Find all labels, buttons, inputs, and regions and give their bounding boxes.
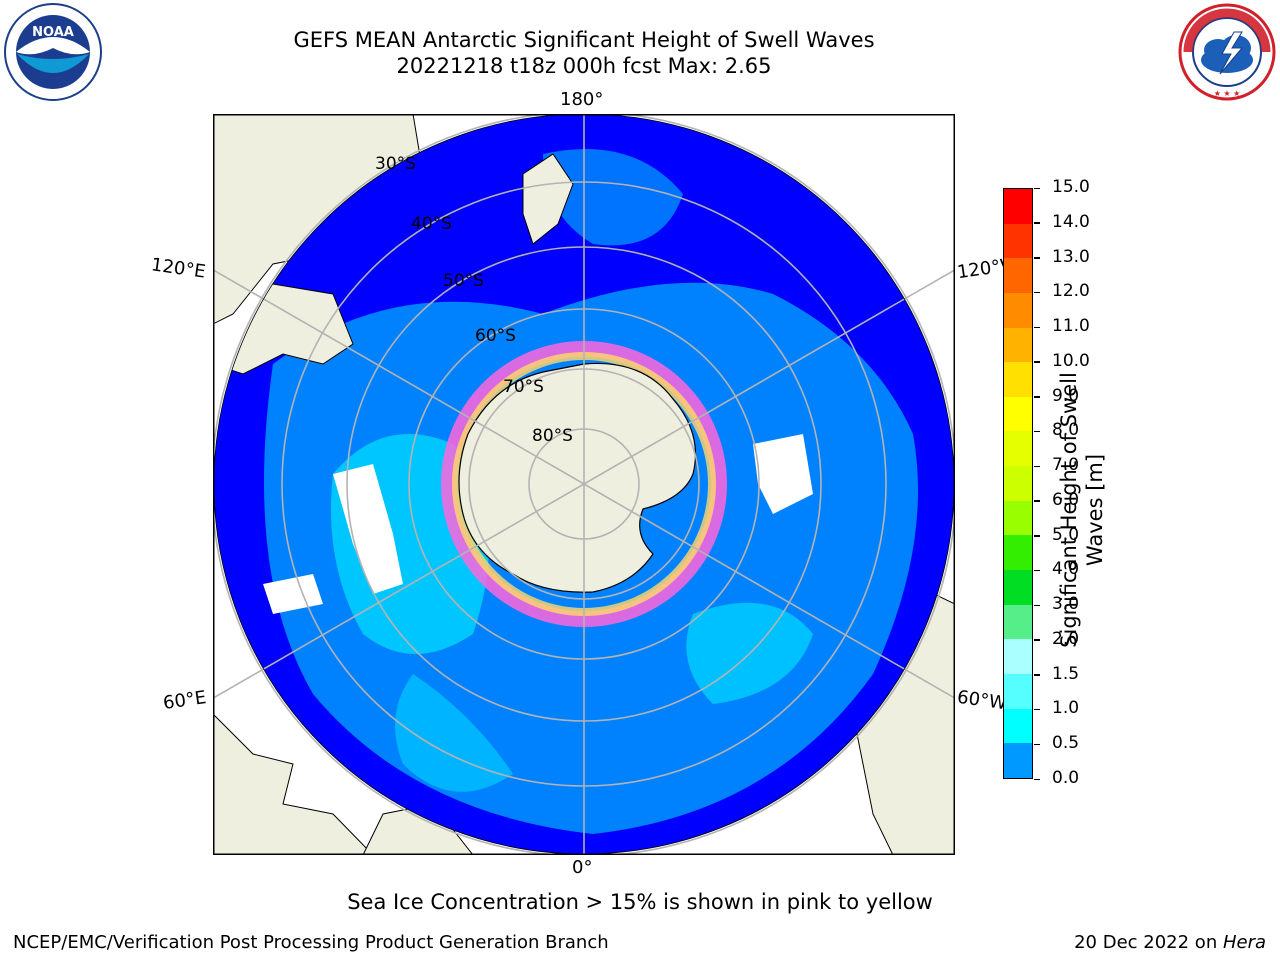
colorbar-tick-label: 1.0: [1052, 698, 1080, 719]
colorbar-segment: [1004, 292, 1032, 328]
footer-date: 20 Dec 2022 on: [1074, 932, 1223, 953]
colorbar-tick-mark: [1034, 569, 1040, 572]
antarctica-land: [458, 362, 696, 593]
lon-label-120e: 120°E: [149, 254, 207, 283]
svg-text:★ ★ ★: ★ ★ ★: [1214, 89, 1241, 98]
lat-label-70: 70°S: [503, 377, 544, 397]
colorbar-ticks: 15.0 14.0 13.0 12.0 11.0 10.0 9.0 8.0 7.0 6.0 5.0 4…: [1034, 177, 1114, 788]
colorbar-tick-label: 3.0: [1052, 594, 1080, 615]
colorbar-tick-mark: [1034, 291, 1040, 294]
colorbar-segment: [1004, 535, 1032, 571]
africa-land-west: [213, 713, 374, 855]
colorbar-tick-mark: [1034, 535, 1040, 537]
colorbar-label-line2: Waves [m]: [1083, 453, 1107, 567]
colorbar-tick-mark: [1034, 778, 1040, 780]
colorbar-tick-mark: [1034, 500, 1040, 502]
colorbar-segment: [1004, 396, 1032, 432]
footer-right: 20 Dec 2022 on Hera: [1074, 932, 1266, 953]
colorbar-segment: [1004, 708, 1032, 744]
lat-label-60: 60°S: [475, 326, 516, 346]
colorbar-tick-label: 0.0: [1052, 768, 1080, 788]
chart-title: GEFS MEAN Antarctic Significant Height o…: [293, 28, 875, 52]
colorbar-segment: [1004, 327, 1032, 363]
colorbar-tick-label: 1.5: [1052, 663, 1080, 684]
colorbar-tick-mark: [1034, 465, 1040, 468]
sea-ice-caption: Sea Ice Concentration > 15% is shown in …: [347, 890, 933, 914]
colorbar: [1003, 188, 1033, 779]
colorbar-tick-mark: [1034, 222, 1040, 224]
lat-label-80: 80°S: [532, 426, 573, 446]
colorbar-tick-mark: [1034, 396, 1040, 398]
lat-label-30: 30°S: [375, 154, 416, 174]
colorbar-tick-mark: [1034, 743, 1040, 746]
lon-label-60w: 60°W: [955, 686, 1008, 715]
graticule: [213, 114, 955, 855]
footer-host: Hera: [1222, 932, 1266, 953]
antarctic-map: 30°S 40°S 50°S 60°S 70°S 80°S: [213, 114, 955, 855]
colorbar-tick-label: 0.5: [1052, 733, 1080, 754]
colorbar-tick-label: 5.0: [1052, 524, 1080, 545]
colorbar-segment: [1004, 362, 1032, 397]
colorbar-segment: [1004, 639, 1032, 674]
colorbar-tick-label: 9.0: [1052, 385, 1080, 406]
lon-label-60e: 60°E: [161, 687, 208, 714]
colorbar-tick-label: 4.0: [1052, 559, 1080, 580]
colorbar-tick-label: 10.0: [1052, 350, 1090, 371]
footer-left: NCEP/EMC/Verification Post Processing Pr…: [13, 932, 609, 953]
chart-subtitle: 20221218 t18z 000h fcst Max: 2.65: [396, 54, 772, 78]
colorbar-tick-mark: [1034, 257, 1040, 259]
colorbar-segment: [1004, 431, 1032, 467]
new-zealand-land: [522, 153, 574, 245]
colorbar-tick-mark: [1034, 326, 1040, 329]
colorbar-tick-label: 6.0: [1052, 489, 1080, 510]
colorbar-tick-mark: [1034, 674, 1040, 676]
colorbar-tick-label: 15.0: [1052, 177, 1090, 197]
colorbar-tick-label: 7.0: [1052, 455, 1080, 476]
noaa-logo: NOAA: [4, 3, 102, 101]
colorbar-tick-label: 12.0: [1052, 281, 1090, 302]
colorbar-segment: [1004, 604, 1032, 640]
colorbar-segment: [1004, 466, 1032, 501]
colorbar-segment: [1004, 570, 1032, 605]
colorbar-tick-label: 8.0: [1052, 420, 1080, 441]
lon-label-0: 0°: [572, 857, 593, 878]
colorbar-segment: [1004, 223, 1032, 259]
colorbar-segment: [1004, 673, 1032, 709]
colorbar-tick-mark: [1034, 708, 1040, 711]
colorbar-segment: [1004, 189, 1032, 224]
colorbar-tick-mark: [1034, 430, 1040, 433]
colorbar-tick-label: 2.0: [1052, 628, 1080, 649]
lat-label-40: 40°S: [411, 214, 452, 234]
lon-label-180: 180°: [560, 89, 604, 110]
colorbar-tick-mark: [1034, 639, 1040, 641]
colorbar-tick-mark: [1034, 604, 1040, 607]
colorbar-tick-mark: [1034, 187, 1040, 189]
colorbar-tick-mark: [1034, 361, 1040, 363]
colorbar-segment: [1004, 258, 1032, 293]
colorbar-tick-label: 14.0: [1052, 211, 1090, 232]
colorbar-segment: [1004, 743, 1032, 778]
colorbar-tick-label: 11.0: [1052, 316, 1090, 337]
colorbar-tick-label: 13.0: [1052, 246, 1090, 267]
colorbar-label-line1: Significant Height of Swell: [1057, 372, 1081, 648]
noaa-logo-text: NOAA: [32, 25, 74, 40]
colorbar-segment: [1004, 500, 1032, 536]
lat-label-50: 50°S: [443, 271, 484, 291]
nws-logo: ★ ★ ★: [1178, 3, 1276, 101]
colorbar-label: Significant Height of Swell Waves [m]: [1056, 310, 1108, 710]
